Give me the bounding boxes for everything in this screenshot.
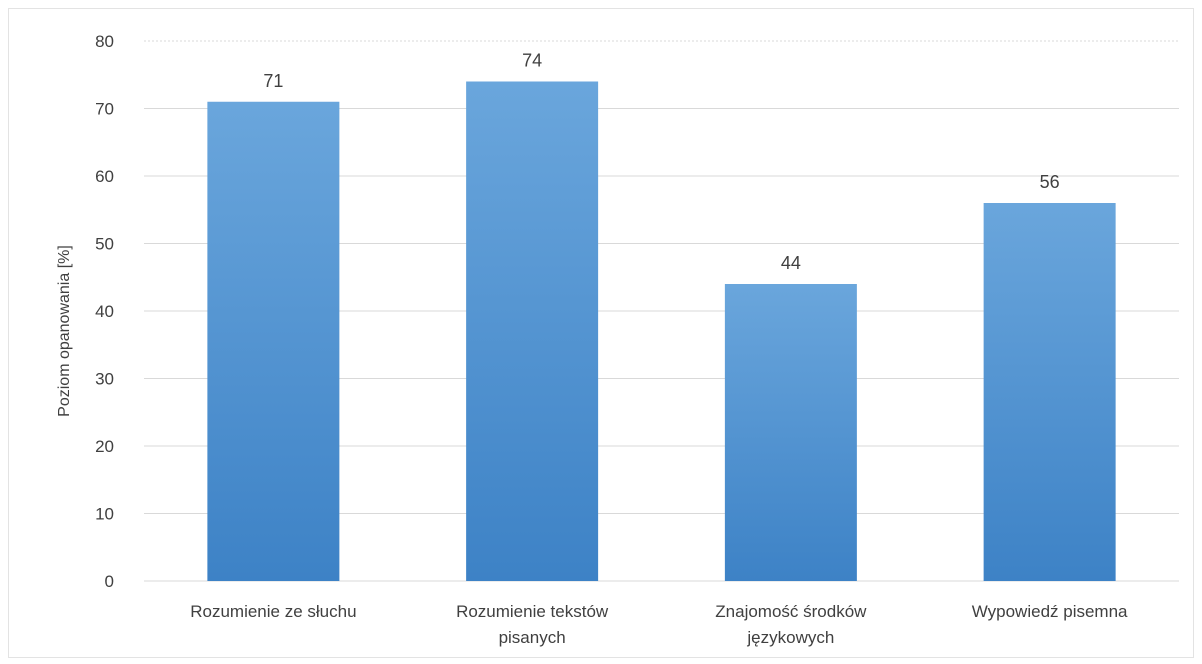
x-category-label-line: Rozumienie ze słuchu [190,602,356,621]
bar-chart: 0 10 20 30 40 50 60 70 80 71 74 44 56 Rozumienie ze… [56,32,1179,647]
bars [207,81,1116,581]
x-category-label: Wypowiedź pisemna [972,602,1128,621]
x-category-label: Znajomość środków językowych [715,602,867,647]
bar [466,81,599,581]
data-label: 56 [1040,172,1060,192]
x-category-label-line: językowych [746,628,834,647]
x-category-label-line: Wypowiedź pisemna [972,602,1128,621]
x-category-label: Rozumienie ze słuchu [190,602,356,621]
y-tick-label: 40 [95,302,114,321]
data-label: 71 [263,71,283,91]
bar [983,203,1116,581]
y-tick-label: 10 [95,505,114,524]
data-label: 44 [781,253,801,273]
x-category-label-line: Znajomość środków [715,602,867,621]
y-axis-title: Poziom opanowania [%] [56,245,73,417]
data-label: 74 [522,51,542,71]
x-category-label-line: pisanych [499,628,566,647]
y-tick-label: 20 [95,437,114,456]
y-tick-label: 80 [95,32,114,51]
x-category-label-line: Rozumienie tekstów [456,602,609,621]
chart-frame: 0 10 20 30 40 50 60 70 80 71 74 44 56 Rozumienie ze… [8,8,1194,658]
y-axis-ticks: 0 10 20 30 40 50 60 70 80 [95,32,114,591]
bar [207,101,340,581]
y-tick-label: 0 [105,572,114,591]
x-category-label: Rozumienie tekstów pisanych [456,602,609,647]
y-tick-label: 60 [95,167,114,186]
y-tick-label: 30 [95,370,114,389]
y-tick-label: 50 [95,235,114,254]
bar [724,284,857,581]
x-axis-categories: Rozumienie ze słuchu Rozumienie tekstów pi… [190,602,1128,647]
data-labels: 71 74 44 56 [263,51,1059,274]
y-tick-label: 70 [95,100,114,119]
